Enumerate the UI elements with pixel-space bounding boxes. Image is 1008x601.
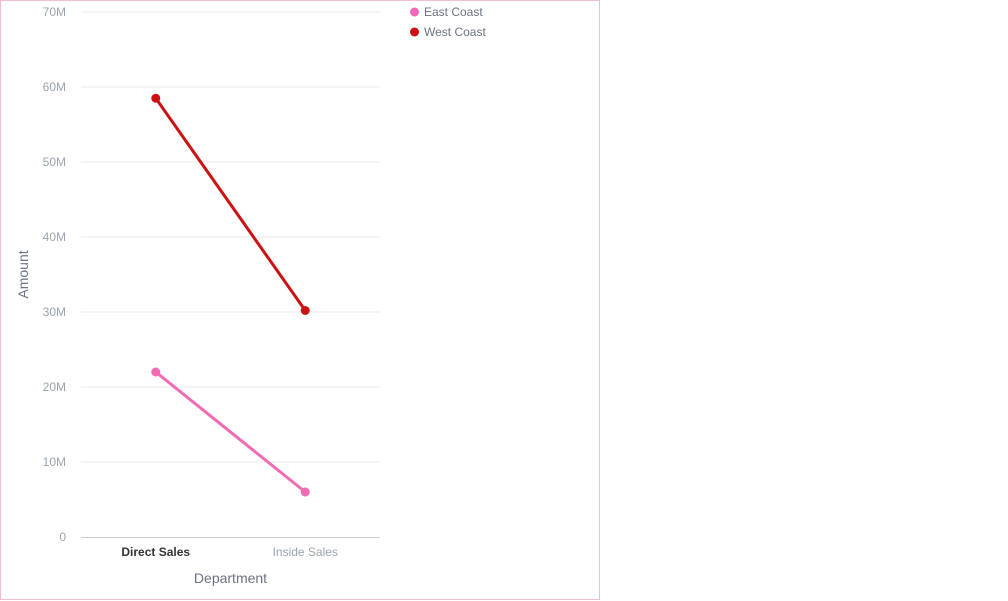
legend-marker-icon — [410, 7, 419, 17]
legend-marker-icon — [410, 27, 419, 37]
y-axis-title: Amount — [15, 250, 31, 298]
y-tick-label: 30M — [43, 305, 66, 319]
series-layer — [151, 93, 310, 497]
line-chart: 0 10M 20M 30M 40M 50M 60M 70M Direct Sales Insid… — [15, 5, 486, 586]
x-tick-label[interactable]: Inside Sales — [273, 545, 338, 559]
y-tick-label: 60M — [43, 80, 66, 94]
data-point[interactable] — [151, 367, 161, 377]
series-west-coast[interactable] — [151, 93, 310, 315]
data-point[interactable] — [151, 93, 161, 103]
legend[interactable]: East Coast West Coast — [410, 5, 486, 39]
y-tick-label: 50M — [43, 155, 66, 169]
series-line[interactable] — [154, 96, 307, 312]
data-point[interactable] — [300, 306, 310, 315]
x-tick-label[interactable]: Direct Sales — [121, 545, 190, 559]
series-east-coast[interactable] — [151, 367, 310, 497]
y-tick-label: 40M — [43, 230, 66, 244]
chart-panel: 0 10M 20M 30M 40M 50M 60M 70M Direct Sales Insid… — [0, 0, 600, 600]
x-axis-title: Department — [194, 570, 267, 586]
legend-label: West Coast — [424, 25, 486, 39]
series-line[interactable] — [154, 370, 307, 494]
legend-label: East Coast — [424, 5, 483, 19]
data-point[interactable] — [300, 487, 310, 497]
y-tick-label: 20M — [43, 380, 66, 394]
x-axis-ticks: Direct Sales Inside Sales — [121, 545, 338, 559]
y-tick-label: 10M — [43, 455, 66, 469]
y-axis-ticks: 0 10M 20M 30M 40M 50M 60M 70M — [43, 5, 67, 544]
legend-item[interactable]: West Coast — [410, 25, 486, 39]
y-tick-label: 0 — [59, 530, 66, 544]
grid-lines — [81, 11, 380, 463]
y-tick-label: 70M — [43, 5, 66, 19]
legend-item[interactable]: East Coast — [410, 5, 483, 19]
